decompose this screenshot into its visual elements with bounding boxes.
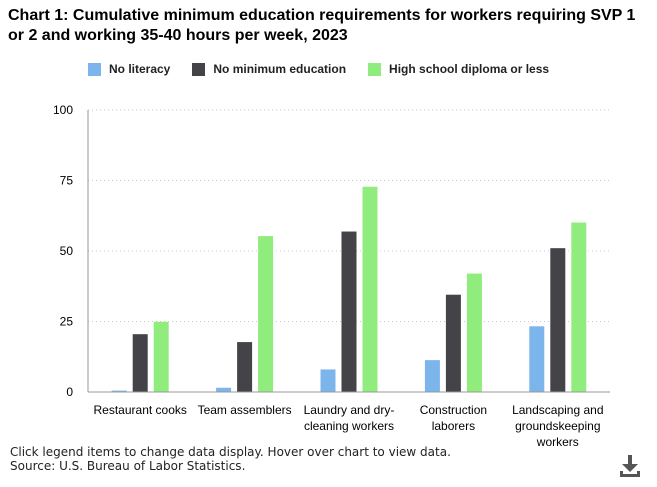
bar[interactable] xyxy=(424,360,440,392)
x-tick-label-line: Team assemblers xyxy=(198,403,292,417)
y-tick-label: 50 xyxy=(60,244,74,258)
x-tick-label: Restaurant cooks xyxy=(94,403,187,417)
x-tick-label-line: laborers xyxy=(432,419,475,433)
bar[interactable] xyxy=(550,248,566,392)
bar[interactable] xyxy=(362,186,378,392)
bar[interactable] xyxy=(258,236,274,392)
bar[interactable] xyxy=(216,387,232,392)
x-tick-label-line: Construction xyxy=(420,403,487,417)
legend-item-no-literacy[interactable]: No literacy xyxy=(88,62,170,76)
chart-source: Source: U.S. Bureau of Labor Statistics. xyxy=(10,459,246,473)
bar[interactable] xyxy=(341,231,357,392)
x-tick-label: Team assemblers xyxy=(198,403,292,417)
x-tick-label-line: Landscaping and xyxy=(512,403,603,417)
bar[interactable] xyxy=(320,369,336,392)
x-tick-label-line: Laundry and dry- xyxy=(304,403,395,417)
bar[interactable] xyxy=(132,334,148,392)
legend-swatch-no-minimum-education xyxy=(192,62,206,76)
download-icon[interactable] xyxy=(619,454,641,478)
bar[interactable] xyxy=(153,321,169,392)
legend-label-no-literacy: No literacy xyxy=(109,62,171,76)
x-tick-label: Construction laborers xyxy=(420,403,487,433)
y-tick-label: 0 xyxy=(66,385,73,399)
chart-legend: No literacy No minimum education High sc… xyxy=(88,60,571,78)
legend-swatch-high-school-diploma-or-less xyxy=(368,62,382,76)
chart-title: Chart 1: Cumulative minimum education re… xyxy=(8,7,636,44)
x-tick-label-line: cleaning workers xyxy=(304,419,394,433)
x-tick-label-line: groundskeeping xyxy=(515,419,600,433)
bar[interactable] xyxy=(445,294,461,392)
y-tick-label: 100 xyxy=(53,103,73,117)
bar[interactable] xyxy=(529,326,545,392)
legend-item-high-school-diploma-or-less[interactable]: High school diploma or less xyxy=(368,62,549,76)
legend-swatch-no-literacy xyxy=(88,62,101,76)
legend-label-no-minimum-education: No minimum education xyxy=(213,62,347,76)
x-tick-label-line: workers xyxy=(536,435,579,449)
legend-label-high-school-diploma-or-less: High school diploma or less xyxy=(389,62,550,76)
bar[interactable] xyxy=(466,273,482,392)
bar[interactable] xyxy=(571,222,587,392)
chart-footnote: Click legend items to change data displa… xyxy=(10,445,451,473)
chart-instructions: Click legend items to change data displa… xyxy=(10,445,451,459)
bar[interactable] xyxy=(111,390,127,392)
x-tick-label: Landscaping and groundskeeping workers xyxy=(512,403,603,449)
bar[interactable] xyxy=(237,342,253,392)
x-tick-label-line: Restaurant cooks xyxy=(94,403,187,417)
y-tick-label: 25 xyxy=(60,315,74,329)
x-tick-label: Laundry and dry-cleaning workers xyxy=(304,403,395,433)
y-tick-label: 75 xyxy=(60,174,74,188)
legend-item-no-minimum-education[interactable]: No minimum education xyxy=(192,62,346,76)
